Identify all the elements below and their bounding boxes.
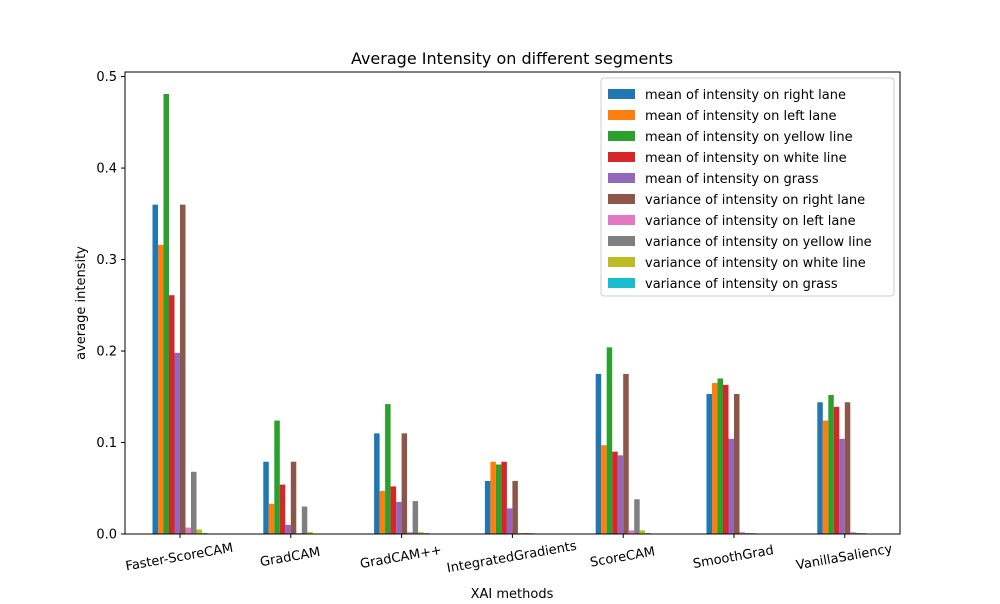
bar (274, 420, 280, 534)
bar (484, 480, 491, 534)
y-axis-label: average intensity (74, 246, 89, 360)
legend-swatch (608, 173, 635, 183)
legend-label: mean of intensity on yellow line (645, 130, 853, 145)
legend: mean of intensity on right lane mean of i… (600, 77, 895, 297)
bar (723, 384, 729, 534)
y-tick-label: 0.5 (96, 70, 117, 85)
bar (158, 244, 164, 535)
bar (401, 433, 408, 534)
legend-label: mean of intensity on left lane (645, 109, 836, 124)
bar (307, 532, 313, 534)
legend-swatch (608, 152, 635, 162)
legend-swatch (608, 278, 635, 288)
bar (185, 527, 191, 534)
bar (285, 524, 291, 534)
y-tick-label: 0.1 (96, 436, 117, 451)
legend-swatch (608, 236, 635, 246)
bar (606, 347, 613, 534)
bar (196, 529, 202, 534)
bar (379, 491, 386, 534)
bar (828, 394, 834, 534)
y-tick-label: 0.2 (96, 345, 117, 360)
bar (412, 501, 419, 534)
legend-label: mean of intensity on right lane (645, 88, 846, 103)
x-tick-label: Faster-ScoreCAM (124, 541, 234, 575)
bar (180, 204, 186, 534)
bar (617, 455, 624, 534)
bar (163, 93, 169, 535)
x-axis: Faster-ScoreCAM GradCAM GradCAM++ Integrate… (124, 534, 894, 577)
legend-box (600, 77, 895, 297)
bar (739, 532, 745, 534)
legend-swatch (608, 194, 635, 204)
bar (418, 532, 424, 534)
bar (385, 404, 391, 534)
x-tick-label: IntegratedGradients (446, 539, 578, 577)
bar (396, 501, 402, 534)
y-tick-label: 0.3 (96, 253, 117, 268)
legend-label: variance of intensity on yellow line (645, 235, 872, 250)
bar (628, 530, 635, 534)
bar (850, 532, 856, 534)
legend-label: mean of intensity on white line (645, 151, 847, 166)
y-tick-label: 0.0 (96, 528, 117, 543)
legend-swatch (608, 215, 635, 225)
bar (191, 471, 197, 534)
legend-swatch (608, 89, 635, 99)
bar (839, 438, 845, 534)
bar (817, 402, 823, 534)
bar (152, 204, 158, 534)
bar (263, 461, 269, 534)
x-tick-label: SmoothGrad (692, 543, 775, 572)
legend-swatch (608, 110, 635, 120)
bar (501, 461, 507, 534)
bar (595, 373, 602, 534)
legend-swatch (608, 257, 635, 267)
bar (268, 503, 275, 534)
bar (639, 530, 646, 534)
bar (634, 499, 640, 534)
bar (612, 451, 618, 534)
bar (495, 464, 502, 534)
bar (301, 506, 308, 534)
bar (734, 394, 740, 534)
bar (717, 378, 723, 534)
x-tick-label: VanillaSaliency (795, 542, 894, 574)
bar (833, 406, 840, 534)
y-axis: 0.0 0.1 0.2 0.3 0.4 0.5 (96, 70, 125, 543)
legend-swatch (608, 131, 635, 141)
bar (490, 461, 496, 534)
x-tick-label: GradCAM++ (359, 543, 443, 572)
bar (512, 480, 518, 534)
bars-layer (152, 93, 867, 535)
bar (822, 420, 829, 534)
bar (601, 445, 607, 534)
bar (279, 484, 286, 534)
bar (169, 295, 175, 534)
bar (374, 433, 380, 534)
bar (390, 486, 397, 534)
x-tick-label: ScoreCAM (589, 544, 656, 570)
legend-label: variance of intensity on right lane (645, 193, 865, 208)
chart-title: Average Intensity on different segments (351, 49, 673, 68)
bar (407, 532, 413, 534)
x-axis-label: XAI methods (471, 587, 554, 600)
legend-label: variance of intensity on grass (645, 277, 838, 292)
bar (844, 402, 851, 534)
bar (174, 352, 180, 534)
bar (623, 373, 629, 534)
bar (290, 461, 297, 534)
y-tick-label: 0.4 (96, 162, 117, 177)
bar (706, 394, 712, 534)
legend-label: variance of intensity on white line (645, 256, 866, 271)
bar (712, 383, 718, 534)
legend-label: mean of intensity on grass (645, 172, 819, 187)
bar (728, 438, 734, 534)
legend-label: variance of intensity on left lane (645, 214, 856, 229)
bar (506, 508, 513, 534)
x-tick-label: GradCAM (259, 545, 322, 570)
